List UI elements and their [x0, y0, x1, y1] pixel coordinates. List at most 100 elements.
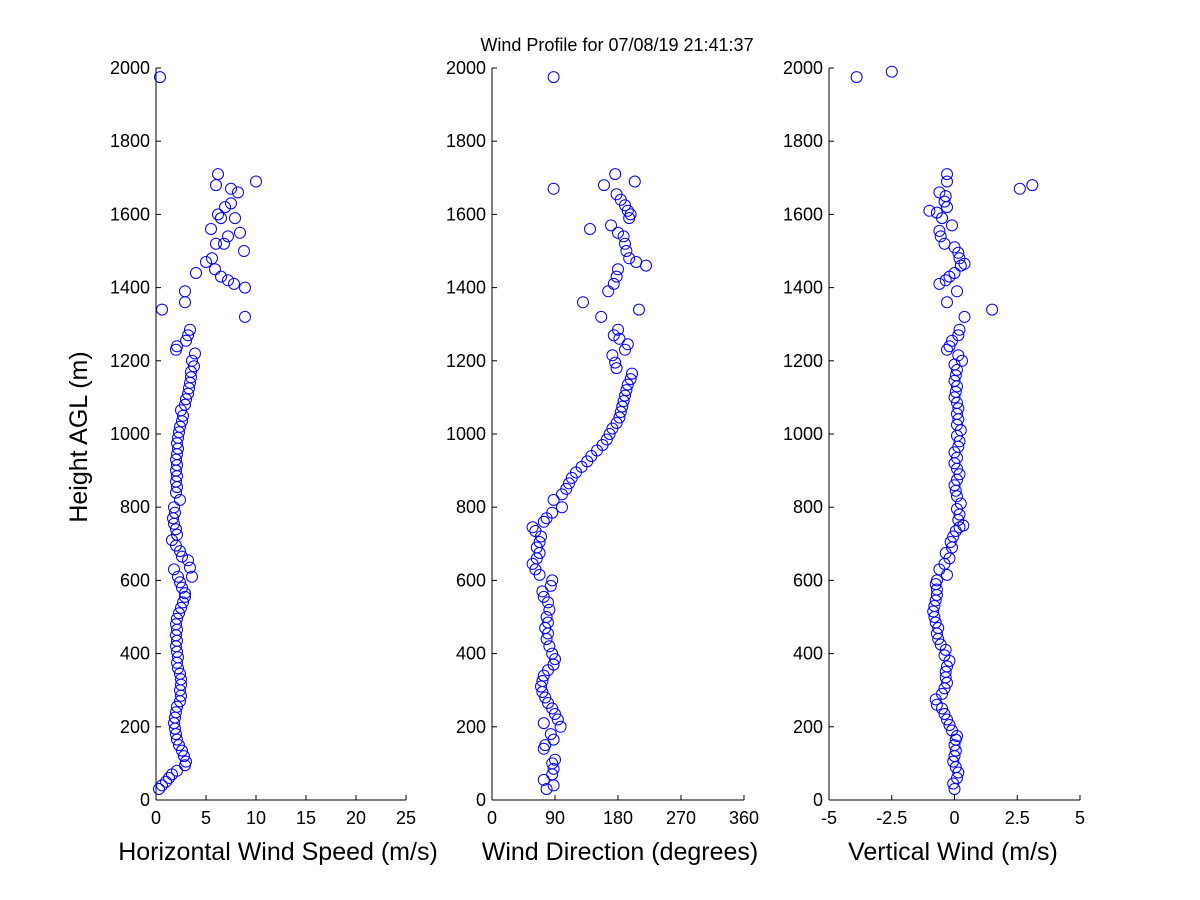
data-point	[952, 402, 965, 415]
data-point	[176, 550, 188, 563]
data-point	[607, 277, 620, 290]
data-point	[934, 638, 947, 651]
data-point	[612, 226, 624, 239]
data-point	[174, 420, 186, 433]
data-point	[529, 525, 542, 537]
data-point	[539, 691, 552, 704]
data-point	[953, 252, 966, 265]
x-tick-label-direction: 180	[603, 808, 633, 828]
y-tick-label-speed: 600	[120, 570, 150, 590]
y-tick-label-vertical: 800	[793, 497, 823, 517]
data-point	[584, 223, 596, 235]
data-point	[933, 224, 946, 237]
data-point	[163, 772, 175, 784]
data-point	[174, 493, 186, 506]
data-point	[156, 303, 168, 316]
x-axis-label-speed: Horizontal Wind Speed (m/s)	[118, 838, 438, 866]
data-point	[175, 601, 187, 614]
y-tick-label-speed: 1800	[110, 131, 150, 151]
y-tick-label-direction: 600	[456, 570, 486, 590]
data-point	[941, 296, 953, 309]
x-tick-label-speed: 5	[201, 808, 211, 828]
data-point	[951, 363, 963, 376]
data-point	[549, 753, 561, 766]
data-point	[205, 223, 217, 235]
data-point	[210, 237, 222, 250]
data-point	[633, 303, 645, 316]
data-point	[952, 329, 965, 342]
data-point	[595, 310, 608, 323]
data-point	[218, 237, 230, 250]
y-tick-label-direction: 1400	[446, 278, 486, 298]
data-point	[234, 226, 246, 239]
data-point	[206, 252, 218, 265]
data-point	[1026, 179, 1039, 192]
data-point	[951, 490, 963, 503]
data-point	[850, 71, 863, 84]
data-point	[546, 647, 559, 660]
data-point	[542, 616, 554, 629]
data-point	[619, 343, 631, 356]
data-point	[172, 570, 184, 583]
data-point	[239, 281, 251, 294]
data-point	[941, 660, 953, 673]
y-tick-label-vertical: 1600	[783, 204, 823, 224]
data-point	[563, 477, 575, 490]
data-point	[929, 616, 942, 629]
x-tick-label-vertical: -5	[821, 808, 837, 828]
y-tick-label-speed: 2000	[110, 58, 150, 78]
data-point	[619, 389, 631, 402]
data-point	[930, 574, 943, 587]
data-point	[554, 720, 567, 733]
data-point	[549, 653, 561, 666]
data-point	[941, 568, 953, 581]
data-points-direction	[526, 71, 652, 795]
data-point	[153, 783, 165, 795]
data-point	[180, 334, 192, 347]
y-tick-label-speed: 0	[140, 790, 150, 810]
data-point	[536, 585, 549, 598]
y-tick-label-direction: 1200	[446, 351, 486, 371]
data-point	[928, 600, 941, 612]
data-point	[560, 482, 573, 495]
data-point	[614, 406, 627, 418]
data-point	[533, 536, 546, 548]
data-point	[948, 391, 961, 404]
data-point	[154, 71, 166, 84]
y-tick-label-speed: 1400	[110, 278, 150, 298]
data-point	[540, 783, 553, 795]
y-tick-label-vertical: 1000	[783, 424, 823, 444]
data-point	[544, 579, 557, 592]
data-point	[941, 168, 953, 181]
data-point	[539, 739, 552, 752]
data-point	[174, 667, 186, 680]
data-point	[546, 757, 559, 770]
data-point	[239, 310, 251, 323]
data-point	[938, 195, 951, 208]
data-point	[229, 212, 241, 225]
y-tick-label-vertical: 200	[793, 717, 823, 737]
data-point	[620, 245, 633, 257]
data-point	[946, 724, 958, 737]
data-point	[623, 252, 636, 265]
data-point	[540, 611, 553, 623]
data-point	[986, 303, 999, 316]
data-point	[179, 590, 191, 603]
data-point	[537, 773, 550, 786]
data-point	[190, 267, 202, 279]
data-point	[212, 168, 224, 181]
data-point	[171, 528, 183, 541]
data-point	[1013, 182, 1026, 195]
data-point	[547, 493, 560, 506]
figure-title: Wind Profile for 07/08/19 21:41:37	[480, 35, 753, 55]
data-point	[616, 400, 629, 413]
data-points-vertical	[850, 65, 1039, 795]
data-point	[168, 563, 180, 576]
data-point	[215, 212, 227, 225]
data-point	[626, 367, 638, 380]
data-point	[549, 708, 561, 720]
data-point	[885, 65, 898, 78]
data-point	[200, 256, 212, 268]
data-point	[952, 766, 965, 779]
